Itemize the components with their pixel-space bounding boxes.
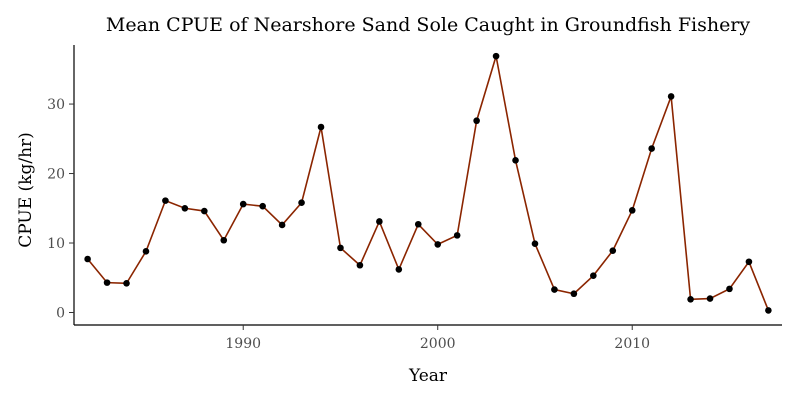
data-point [648, 145, 655, 152]
data-point [434, 241, 442, 248]
data-point [239, 200, 247, 208]
data-point [726, 285, 733, 293]
data-point [609, 247, 617, 254]
data-point [376, 218, 383, 225]
data-point [259, 202, 266, 210]
x-axis-ticks: 1990 2000 2010 [225, 325, 650, 352]
data-point [317, 123, 325, 131]
data-point [103, 279, 111, 286]
data-point [162, 197, 169, 204]
data-point [551, 286, 558, 293]
data-point [687, 295, 694, 303]
y-axis-title: CPUE (kg/hr) [16, 132, 36, 248]
y-axis-ticks: 0 10 20 30 [47, 97, 74, 321]
data-point [220, 236, 228, 244]
data-point [492, 52, 500, 60]
data-point [84, 255, 91, 263]
y-tick-label: 0 [56, 305, 65, 321]
data-point [356, 261, 364, 269]
x-tick-label: 2000 [420, 336, 456, 352]
cpue-series-line [87, 55, 770, 311]
data-point [706, 295, 714, 302]
x-axis-title: Year [408, 366, 448, 386]
data-point [628, 207, 636, 214]
x-tick-label: 1990 [225, 336, 261, 352]
data-point [512, 157, 519, 164]
data-point [142, 248, 150, 255]
data-point [570, 290, 578, 298]
data-point [453, 232, 461, 239]
x-tick-label: 2010 [614, 336, 650, 352]
y-tick-label: 20 [47, 167, 65, 183]
data-point [473, 117, 480, 125]
y-tick-label: 10 [47, 236, 65, 252]
data-point [590, 272, 597, 279]
data-point [414, 220, 422, 228]
chart-title: Mean CPUE of Nearshore Sand Sole Caught … [106, 14, 751, 36]
data-point [395, 266, 403, 273]
data-point [667, 93, 675, 100]
data-point [278, 221, 286, 229]
data-point [531, 240, 539, 248]
data-point [298, 199, 305, 207]
data-point [181, 204, 189, 212]
y-tick-label: 30 [47, 97, 65, 113]
data-point [337, 244, 344, 252]
data-point [765, 307, 772, 314]
data-point [201, 207, 208, 215]
data-point [745, 258, 753, 266]
data-point [123, 280, 130, 287]
series-layer [84, 52, 772, 314]
